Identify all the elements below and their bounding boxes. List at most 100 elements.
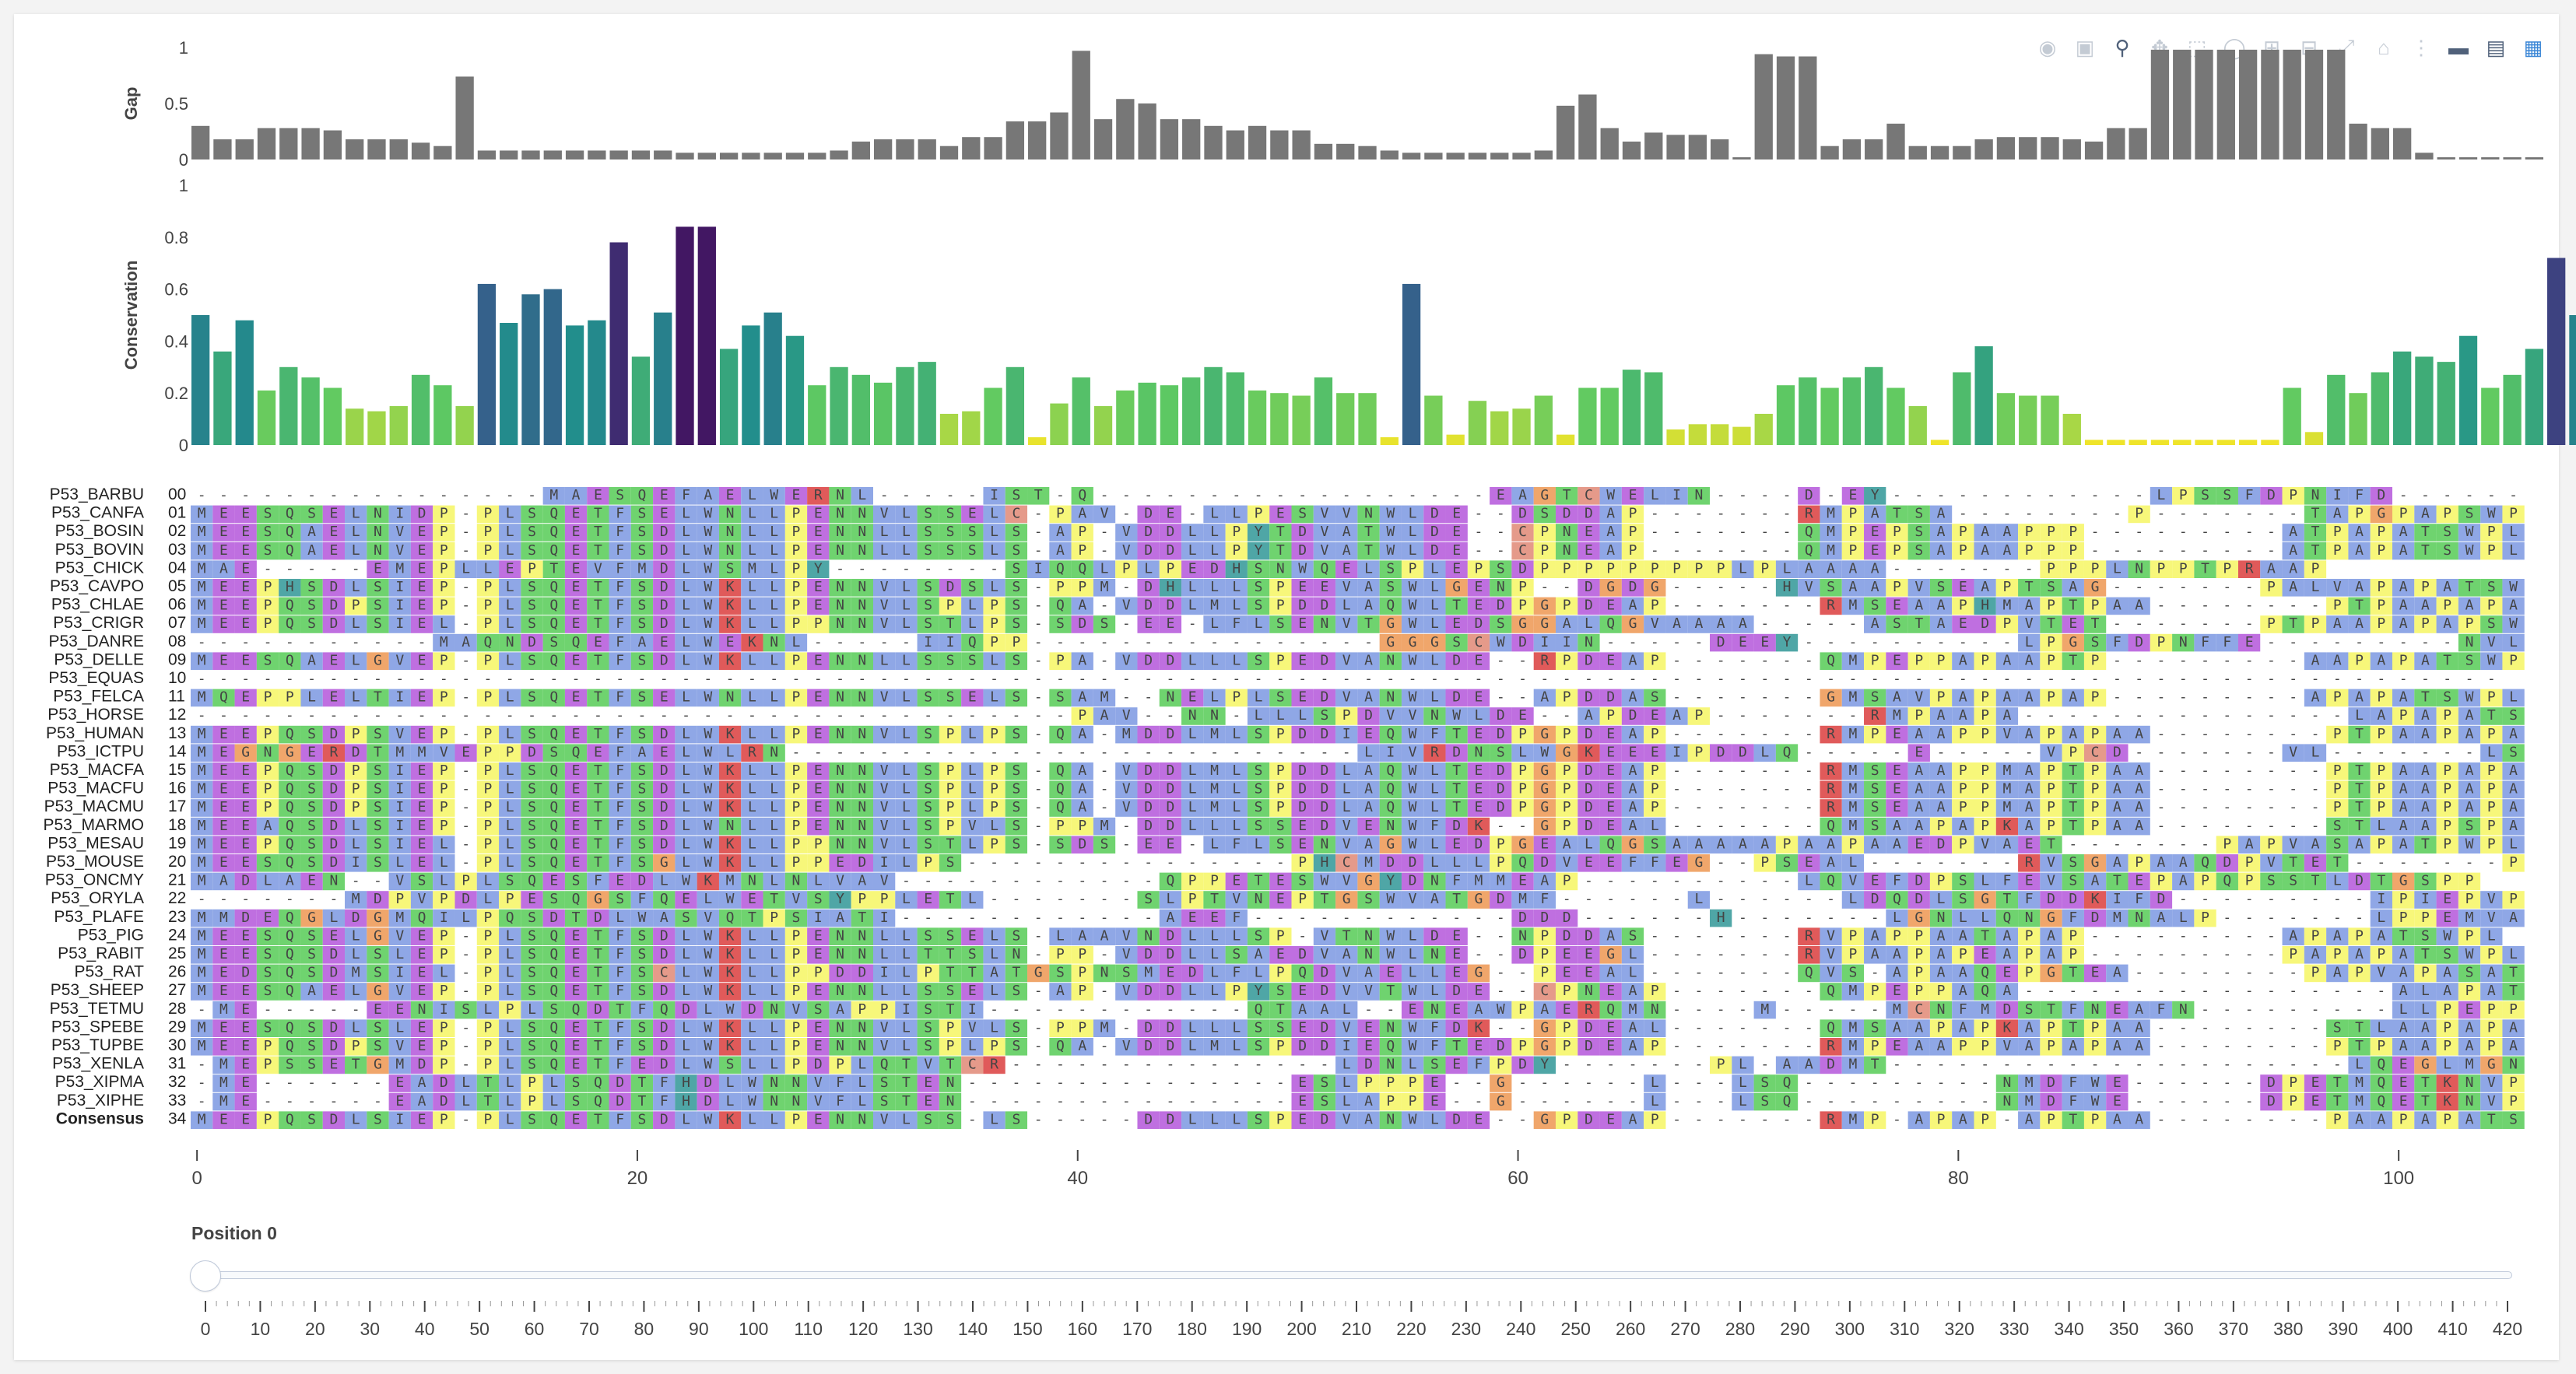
- conservation-bars[interactable]: [191, 226, 2576, 445]
- hover-closest-icon[interactable]: ▬: [2442, 31, 2475, 64]
- residue-letter: L: [902, 781, 911, 797]
- zoom-icon[interactable]: ⚲: [2106, 31, 2139, 64]
- residue-letter: T: [2311, 524, 2320, 540]
- residue-letter: E: [418, 560, 426, 577]
- residue-letter: D: [418, 506, 426, 522]
- residue-letter: A: [704, 487, 712, 503]
- residue-letter: P: [2377, 579, 2385, 595]
- home-icon[interactable]: ⌂: [2367, 31, 2400, 64]
- residue-letter: P: [990, 836, 998, 852]
- residue-letter: P: [2289, 487, 2297, 503]
- residue-letter: V: [2289, 744, 2297, 760]
- residue-letter: L: [770, 652, 778, 668]
- residue-letter: P: [946, 726, 955, 742]
- gap-dash: -: [2157, 818, 2166, 834]
- residue-letter: E: [1452, 506, 1461, 522]
- gap-dash: -: [1783, 726, 1792, 742]
- residue-letter: V: [1321, 506, 1329, 522]
- residue-letter: D: [1585, 781, 1593, 797]
- residue-cell: [829, 542, 851, 560]
- residue-cell: [1798, 487, 1820, 505]
- residue-letter: T: [2069, 598, 2077, 614]
- residue-letter: D: [1585, 652, 1593, 668]
- gap-dash: -: [1497, 506, 1505, 522]
- residue-letter: S: [1012, 689, 1020, 706]
- residue-letter: P: [946, 598, 955, 614]
- residue-letter: P: [2443, 818, 2451, 834]
- residue-letter: A: [638, 634, 647, 650]
- residue-letter: A: [2333, 506, 2342, 522]
- residue-cell: [433, 524, 455, 542]
- residue-letter: E: [219, 762, 228, 779]
- residue-letter: D: [1585, 762, 1593, 779]
- residue-cell: [1665, 487, 1688, 505]
- gap-dash: -: [219, 634, 228, 650]
- residue-letter: A: [2355, 689, 2364, 706]
- residue-cell: [191, 560, 213, 578]
- conservation-axis-title: Conservation: [121, 261, 141, 370]
- residue-letter: L: [880, 524, 889, 540]
- residue-letter: E: [1760, 634, 1769, 650]
- residue-letter: L: [1188, 799, 1197, 815]
- residue-letter: A: [2399, 689, 2408, 706]
- residue-letter: S: [1056, 615, 1065, 632]
- residue-letter: S: [924, 542, 932, 559]
- residue-cell: [1578, 542, 1600, 560]
- gap-dash: -: [1694, 579, 1703, 595]
- residue-letter: E: [572, 799, 581, 815]
- conservation-bar: [1666, 429, 1685, 445]
- residue-cell: [1841, 505, 1865, 524]
- conservation-bar: [1908, 405, 1927, 445]
- residue-cell: [499, 560, 521, 578]
- gap-dash: -: [1540, 671, 1549, 687]
- residue-letter: L: [352, 689, 360, 706]
- residue-letter: P: [2047, 634, 2055, 650]
- hover-compare-icon[interactable]: ▤: [2479, 31, 2512, 64]
- gap-dash: -: [924, 671, 932, 687]
- gap-dash: -: [968, 487, 977, 503]
- residue-letter: P: [1651, 762, 1659, 779]
- gap-dash: -: [1937, 634, 1946, 650]
- gap-dash: -: [1805, 671, 1813, 687]
- conservation-bar: [2041, 395, 2059, 445]
- gap-dash: -: [2157, 598, 2166, 614]
- residue-letter: S: [528, 542, 536, 559]
- residue-letter: T: [2069, 652, 2077, 668]
- residue-cell: [697, 524, 719, 542]
- residue-letter: P: [352, 726, 360, 742]
- residue-cell: [388, 560, 411, 578]
- residue-cell: [2216, 487, 2238, 505]
- residue-letter: A: [2003, 836, 2012, 852]
- residue-letter: A: [1871, 506, 1879, 522]
- residue-letter: C: [2091, 744, 2100, 760]
- residue-letter: L: [1739, 560, 1747, 577]
- residue-letter: V: [1342, 615, 1351, 632]
- residue-letter: E: [1321, 579, 1329, 595]
- residue-letter: A: [2509, 598, 2518, 614]
- conservation-bar: [962, 411, 981, 445]
- residue-letter: A: [1606, 524, 1615, 540]
- gap-dash: -: [1122, 506, 1131, 522]
- gap-bar: [433, 145, 452, 159]
- gap-dash: -: [1848, 744, 1857, 760]
- gap-dash: -: [286, 707, 294, 724]
- residue-letter: V: [880, 818, 889, 834]
- gap-dash: -: [2289, 598, 2297, 614]
- gap-dash: -: [1805, 762, 1813, 779]
- plotly-logo-icon[interactable]: ▦: [2517, 31, 2550, 64]
- residue-letter: L: [1210, 818, 1219, 834]
- spike-lines-icon[interactable]: ⋮: [2405, 31, 2437, 64]
- residue-letter: P: [1981, 652, 1989, 668]
- alignment-heatmap[interactable]: [191, 487, 2525, 1129]
- residue-cell: [1071, 524, 1093, 542]
- residue-letter: S: [374, 836, 382, 852]
- residue-letter: N: [726, 506, 735, 522]
- residue-cell: [433, 560, 455, 578]
- conservation-bar: [808, 385, 826, 445]
- camera-icon[interactable]: ◉: [2031, 31, 2064, 64]
- save-icon[interactable]: ▣: [2069, 31, 2101, 64]
- gap-bars[interactable]: [191, 49, 2544, 160]
- gap-dash: -: [2223, 542, 2231, 559]
- residue-letter: V: [880, 615, 889, 632]
- residue-cell: [630, 560, 654, 578]
